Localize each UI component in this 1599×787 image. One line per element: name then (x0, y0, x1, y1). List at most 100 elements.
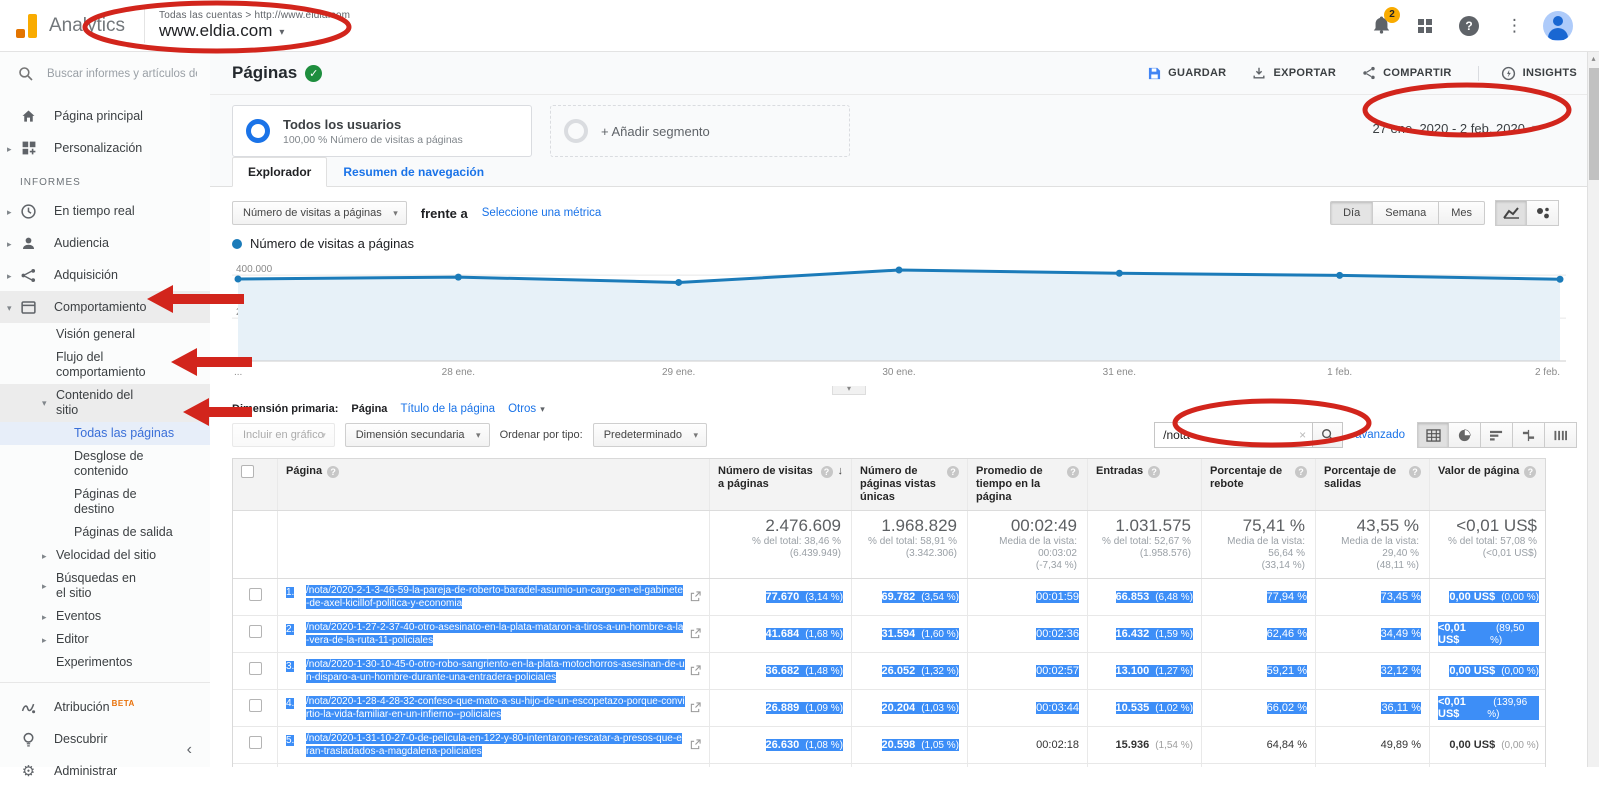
page-link[interactable]: /nota/2020-1-28-4-28-32-confeso-que-mato… (306, 696, 685, 720)
help-icon[interactable] (1148, 466, 1161, 478)
row-checkbox[interactable] (248, 736, 262, 749)
scroll-up-icon[interactable] (1588, 52, 1599, 65)
row-checkbox[interactable] (248, 699, 262, 712)
dimension-otros[interactable]: Otros (508, 403, 545, 415)
sidebar-item-busquedas-en-el-sitio[interactable]: Búsquedas en el sitio (0, 567, 210, 605)
tab-resumen-navegacion[interactable]: Resumen de navegación (343, 165, 485, 179)
sidebar-item-administrar[interactable]: Administrar (0, 755, 210, 787)
week-button[interactable]: Semana (1373, 201, 1440, 225)
line-chart-toggle[interactable] (1495, 200, 1527, 226)
header-entrances[interactable]: Entradas (1087, 459, 1201, 510)
sidebar-item-vision-general[interactable]: Visión general (56, 327, 135, 341)
dimension-titulo[interactable]: Título de la página (400, 403, 496, 415)
sidebar-item-personalizacion[interactable]: Personalización (0, 132, 210, 164)
metric-selector-dropdown[interactable]: Número de visitas a páginas (232, 201, 407, 225)
add-segment-button[interactable]: + Añadir segmento (550, 105, 850, 157)
performance-view-button[interactable] (1481, 422, 1513, 448)
plot-rows-button[interactable]: Incluir en gráfico (232, 423, 335, 447)
sidebar-item-eventos[interactable]: Eventos (0, 605, 210, 628)
help-icon[interactable] (1067, 466, 1079, 478)
header-pagina[interactable]: Página (277, 459, 709, 510)
sidebar-item-contenido-del-sitio[interactable]: Contenido del sitio (0, 384, 210, 422)
page-link[interactable]: /nota/2020-1-31-10-27-0-de-pelicula-en-1… (306, 733, 682, 757)
sidebar-search[interactable] (0, 52, 210, 96)
select-all-checkbox[interactable] (241, 465, 254, 478)
help-icon[interactable] (1459, 15, 1479, 36)
header-bounce-rate[interactable]: Porcentaje de rebote (1201, 459, 1315, 510)
sort-type-dropdown[interactable]: Predeterminado (592, 423, 707, 447)
sidebar-item-experimentos[interactable]: Experimentos (56, 655, 133, 669)
help-icon[interactable] (1409, 466, 1421, 478)
help-icon[interactable] (820, 466, 833, 478)
sidebar-item-en-tiempo-real[interactable]: En tiempo real (0, 195, 210, 227)
header-page-value[interactable]: Valor de página (1429, 459, 1547, 510)
external-link-icon[interactable] (690, 739, 701, 750)
row-checkbox[interactable] (248, 662, 262, 675)
external-link-icon[interactable] (690, 628, 701, 639)
export-button[interactable]: EXPORTAR (1252, 66, 1336, 80)
annotations-expander[interactable] (832, 386, 866, 395)
analytics-logo[interactable]: Analytics (14, 13, 142, 39)
insights-button[interactable]: INSIGHTS (1477, 65, 1577, 81)
sidebar-item-descubrir[interactable]: Descubrir (0, 723, 210, 755)
table-search-input[interactable] (1154, 422, 1317, 448)
help-icon[interactable] (1295, 466, 1307, 478)
pivot-view-button[interactable] (1545, 422, 1577, 448)
help-icon[interactable] (1524, 466, 1537, 478)
sidebar-item-paginas-de-destino[interactable]: Páginas de destino (74, 487, 137, 516)
tab-explorador[interactable]: Explorador (232, 157, 328, 187)
sidebar-collapse-button[interactable] (187, 741, 192, 759)
secondary-dimension-dropdown[interactable]: Dimensión secundaria (344, 423, 490, 447)
apps-grid-icon[interactable] (1418, 18, 1432, 33)
avatar[interactable] (1543, 10, 1573, 41)
row-checkbox[interactable] (248, 625, 262, 638)
dimension-pagina[interactable]: Página (351, 403, 388, 415)
property-name[interactable]: www.eldia.com (159, 21, 350, 41)
date-range-picker[interactable]: 27 ene. 2020 - 2 feb. 2020 (1372, 121, 1577, 157)
comparison-view-button[interactable] (1513, 422, 1545, 448)
header-avg-time[interactable]: Promedio de tiempo en la página (967, 459, 1087, 510)
page-link[interactable]: /nota/2020-1-27-2-37-40-otro-asesinato-e… (306, 622, 684, 646)
vertical-scrollbar[interactable] (1587, 52, 1599, 767)
external-link-icon[interactable] (690, 591, 701, 602)
sidebar-item-paginas-de-salida[interactable]: Páginas de salida (74, 525, 173, 539)
page-link[interactable]: /nota/2020-1-30-10-45-0-otro-robo-sangri… (306, 659, 685, 683)
help-icon[interactable] (327, 466, 340, 478)
sidebar-item-todas-las-paginas[interactable]: Todas las páginas (0, 422, 210, 445)
account-selector[interactable]: Todas las cuentas > http://www.eldia.com… (159, 10, 350, 41)
row-checkbox[interactable] (248, 588, 262, 601)
help-icon[interactable] (947, 466, 959, 478)
sidebar-item-flujo-del-comportamiento[interactable]: Flujo del comportamiento (56, 350, 146, 379)
header-pageviews[interactable]: Número de visitas a páginas (709, 459, 851, 510)
sidebar-item-adquisicion[interactable]: Adquisición (0, 259, 210, 291)
more-options-icon[interactable] (1506, 16, 1516, 36)
percentage-view-button[interactable] (1449, 422, 1481, 448)
month-button[interactable]: Mes (1439, 201, 1485, 225)
sidebar-item-atribucion[interactable]: Atribución BETA (0, 691, 210, 723)
share-button[interactable]: COMPARTIR (1362, 66, 1452, 80)
sidebar-item-audiencia[interactable]: Audiencia (0, 227, 210, 259)
save-button[interactable]: GUARDAR (1148, 67, 1226, 80)
sidebar-search-input[interactable] (47, 68, 197, 80)
sidebar-item-editor[interactable]: Editor (0, 628, 210, 651)
clear-search-icon[interactable] (1299, 428, 1306, 442)
segment-all-users[interactable]: Todos los usuarios 100,00 % Número de vi… (232, 105, 532, 157)
page-link[interactable]: /nota/2020-2-1-3-46-59-la-pareja-de-robe… (306, 585, 683, 609)
pageviews-chart[interactable]: 400.000200.000...28 ene.29 ene.30 ene.31… (232, 255, 1566, 383)
sidebar-item-velocidad-del-sitio[interactable]: Velocidad del sitio (0, 544, 210, 567)
day-button[interactable]: Día (1330, 201, 1374, 225)
external-link-icon[interactable] (690, 665, 701, 676)
sidebar-item-pagina-principal[interactable]: Página principal (0, 100, 210, 132)
header-exit-rate[interactable]: Porcentaje de salidas (1315, 459, 1429, 510)
select-metric-link[interactable]: Seleccione una métrica (481, 207, 602, 219)
data-view-button[interactable] (1417, 422, 1449, 448)
table-search-button[interactable] (1312, 422, 1344, 448)
advanced-search-link[interactable]: avanzado (1355, 429, 1405, 441)
motion-chart-toggle[interactable] (1527, 200, 1559, 226)
notifications-button[interactable]: 2 (1372, 6, 1400, 37)
scrollbar-thumb[interactable] (1589, 68, 1599, 180)
sidebar-item-comportamiento[interactable]: Comportamiento (0, 291, 210, 323)
external-link-icon[interactable] (690, 702, 701, 713)
sidebar-item-desglose-de-contenido[interactable]: Desglose de contenido (74, 449, 144, 478)
header-unique-pageviews[interactable]: Número de páginas vistas únicas (851, 459, 967, 510)
